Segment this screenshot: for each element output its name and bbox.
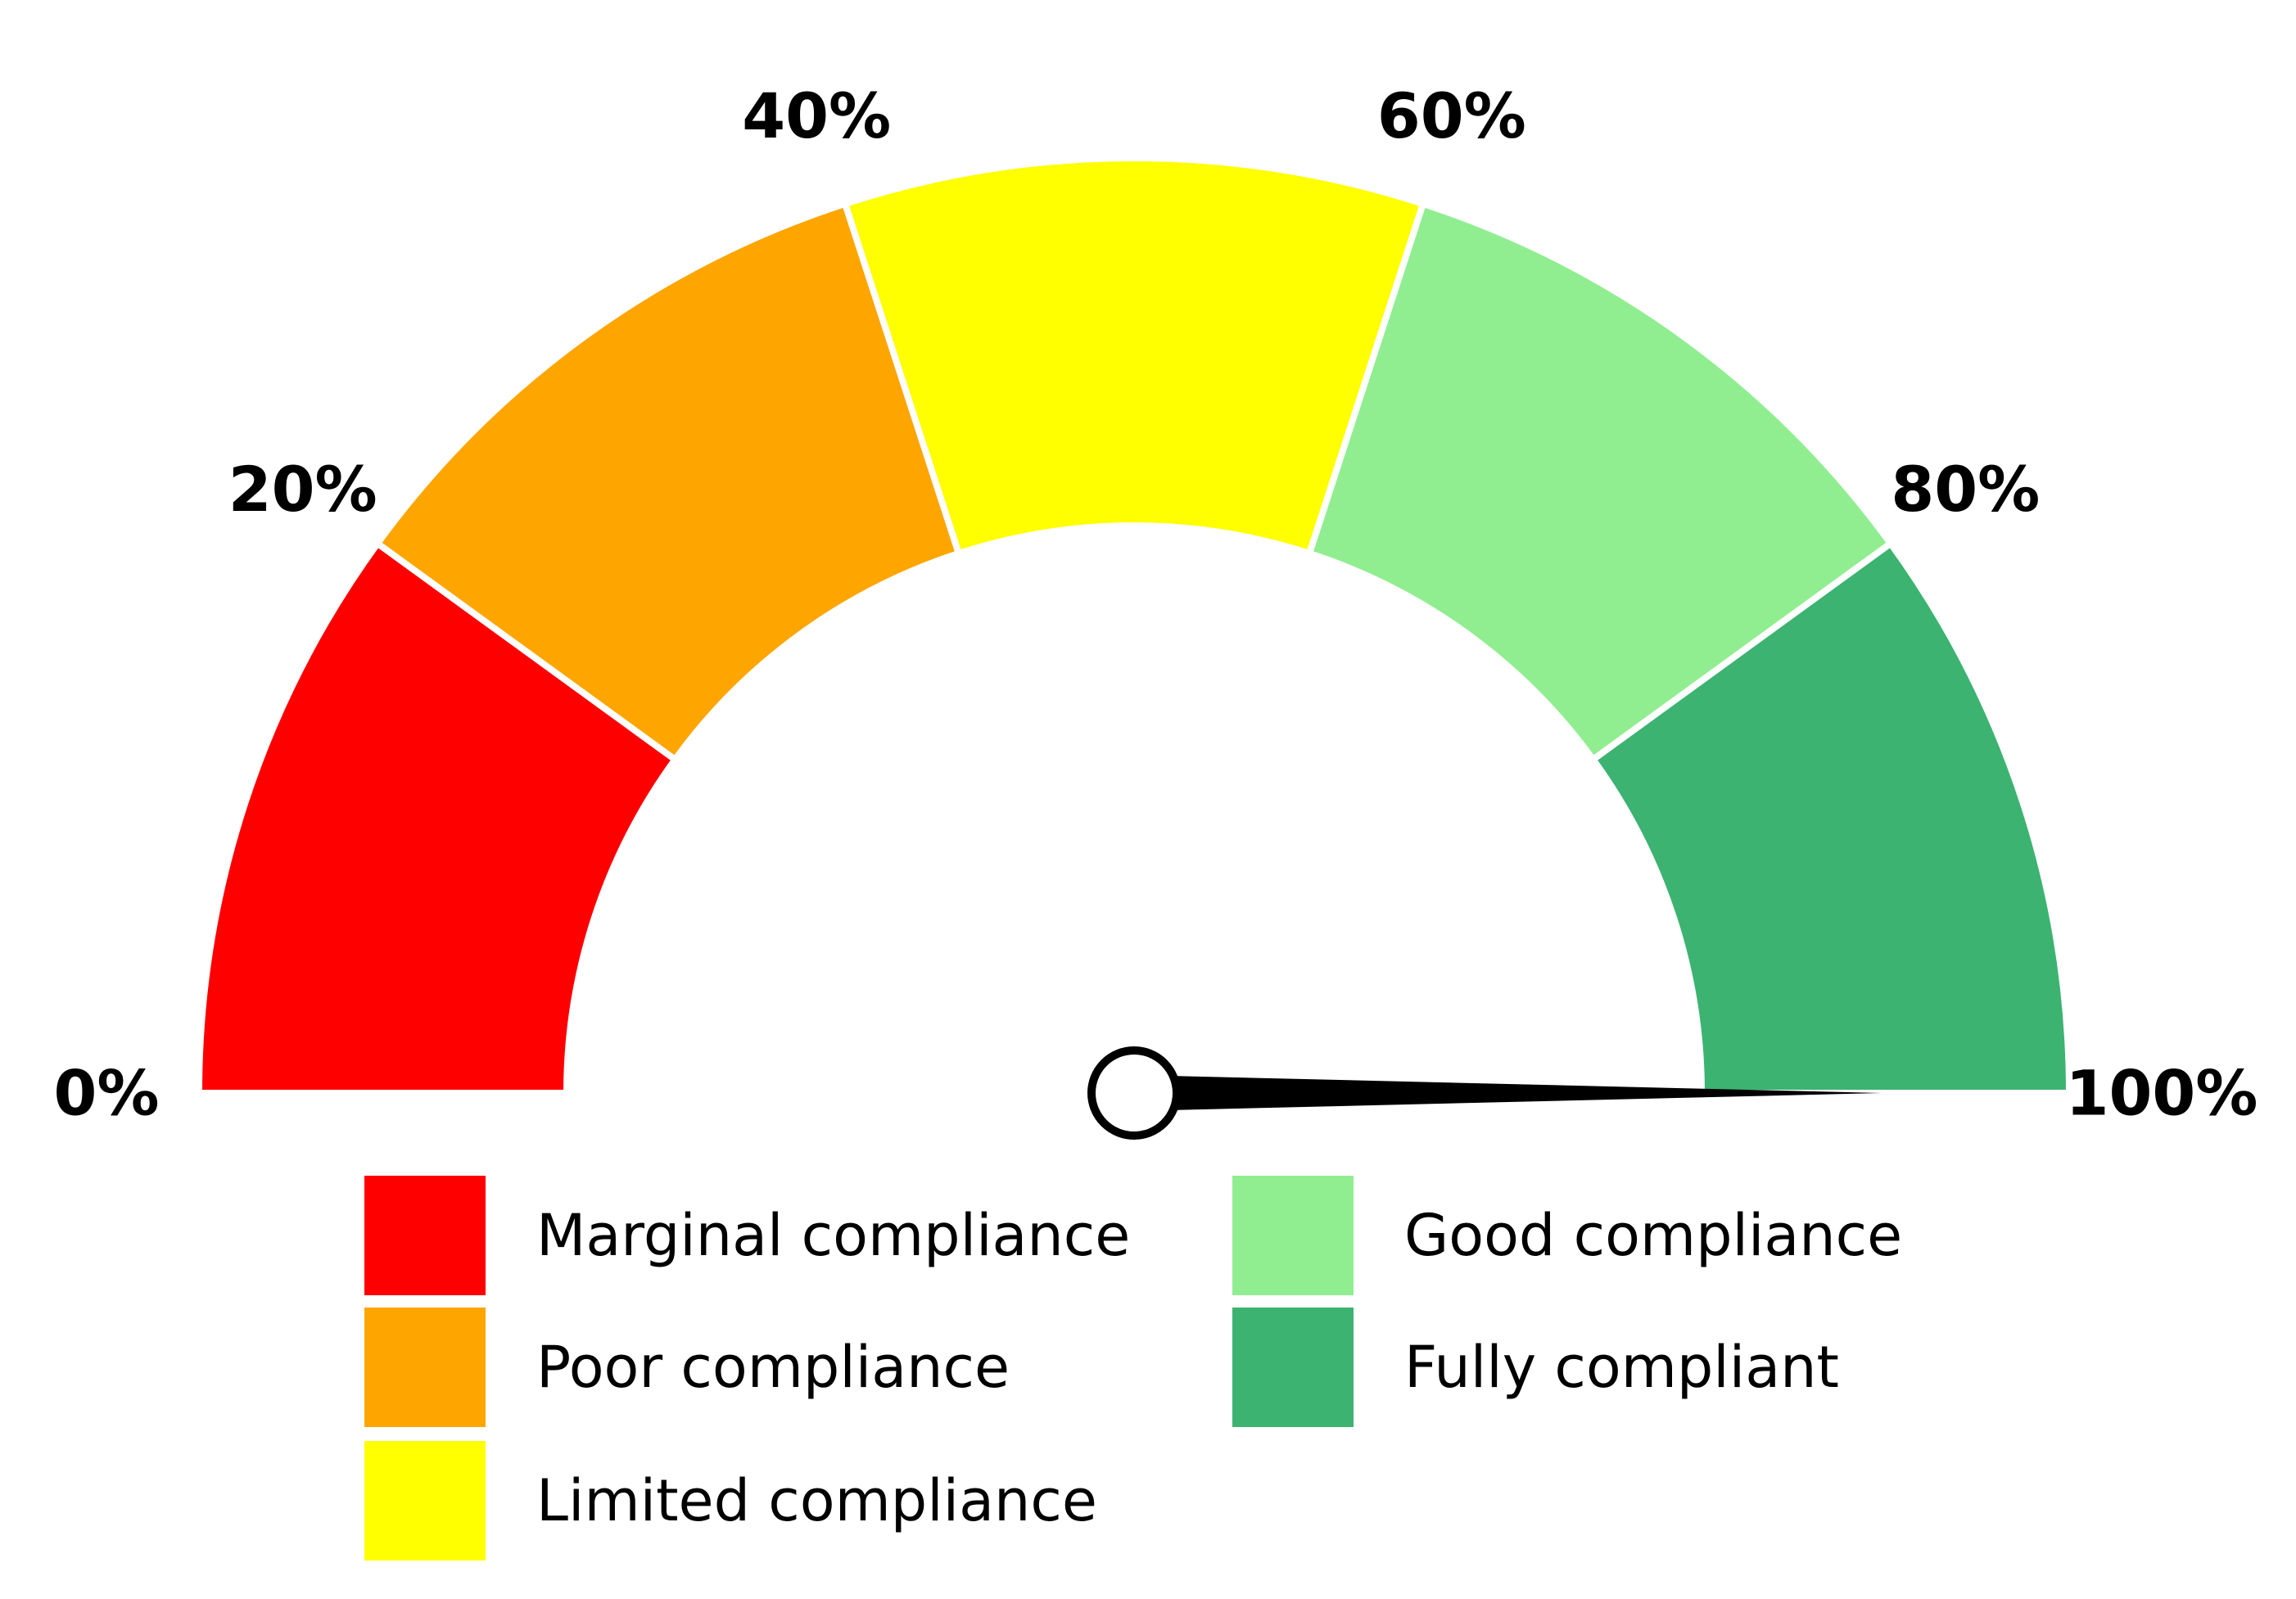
- gauge-band-marginal-compliance: [195, 539, 680, 1096]
- legend-item-limited-compliance: Limited compliance: [364, 1441, 1097, 1561]
- tick-label-20: 20%: [228, 453, 377, 526]
- legend-swatch: [364, 1308, 486, 1427]
- legend-item-good-compliance: Good compliance: [1232, 1176, 1902, 1295]
- tick-label-100: 100%: [2066, 1057, 2258, 1130]
- tick-label-80: 80%: [1891, 453, 2040, 526]
- legend-swatch: [1232, 1308, 1354, 1427]
- gauge-band-fully-compliant: [1589, 539, 2073, 1096]
- legend-swatch: [364, 1176, 486, 1295]
- gauge-band-good-compliance: [1305, 199, 1896, 765]
- gauge-bands: [195, 154, 2073, 1096]
- legend-label: Fully compliant: [1404, 1334, 1839, 1401]
- tick-label-0: 0%: [53, 1057, 159, 1130]
- legend-item-poor-compliance: Poor compliance: [364, 1308, 1010, 1427]
- legend-label: Limited compliance: [536, 1467, 1097, 1534]
- tick-label-60: 60%: [1377, 79, 1526, 152]
- legend: Marginal compliance Poor compliance Limite…: [364, 1176, 1902, 1561]
- gauge-tick-labels: 0% 20% 40% 60% 80% 100%: [53, 79, 2258, 1130]
- legend-item-marginal-compliance: Marginal compliance: [364, 1176, 1130, 1295]
- needle-hub: [1087, 1046, 1181, 1140]
- legend-label: Marginal compliance: [536, 1202, 1130, 1269]
- legend-label: Poor compliance: [536, 1334, 1010, 1401]
- tick-label-40: 40%: [742, 79, 891, 152]
- gauge-needle: [1087, 1046, 1882, 1140]
- gauge-band-poor-compliance: [373, 199, 963, 765]
- legend-item-fully-compliant: Fully compliant: [1232, 1308, 1839, 1427]
- legend-swatch: [364, 1441, 486, 1561]
- needle-pointer: [1134, 1075, 1882, 1111]
- legend-swatch: [1232, 1176, 1354, 1295]
- legend-label: Good compliance: [1404, 1202, 1902, 1269]
- gauge-band-limited-compliance: [841, 154, 1427, 558]
